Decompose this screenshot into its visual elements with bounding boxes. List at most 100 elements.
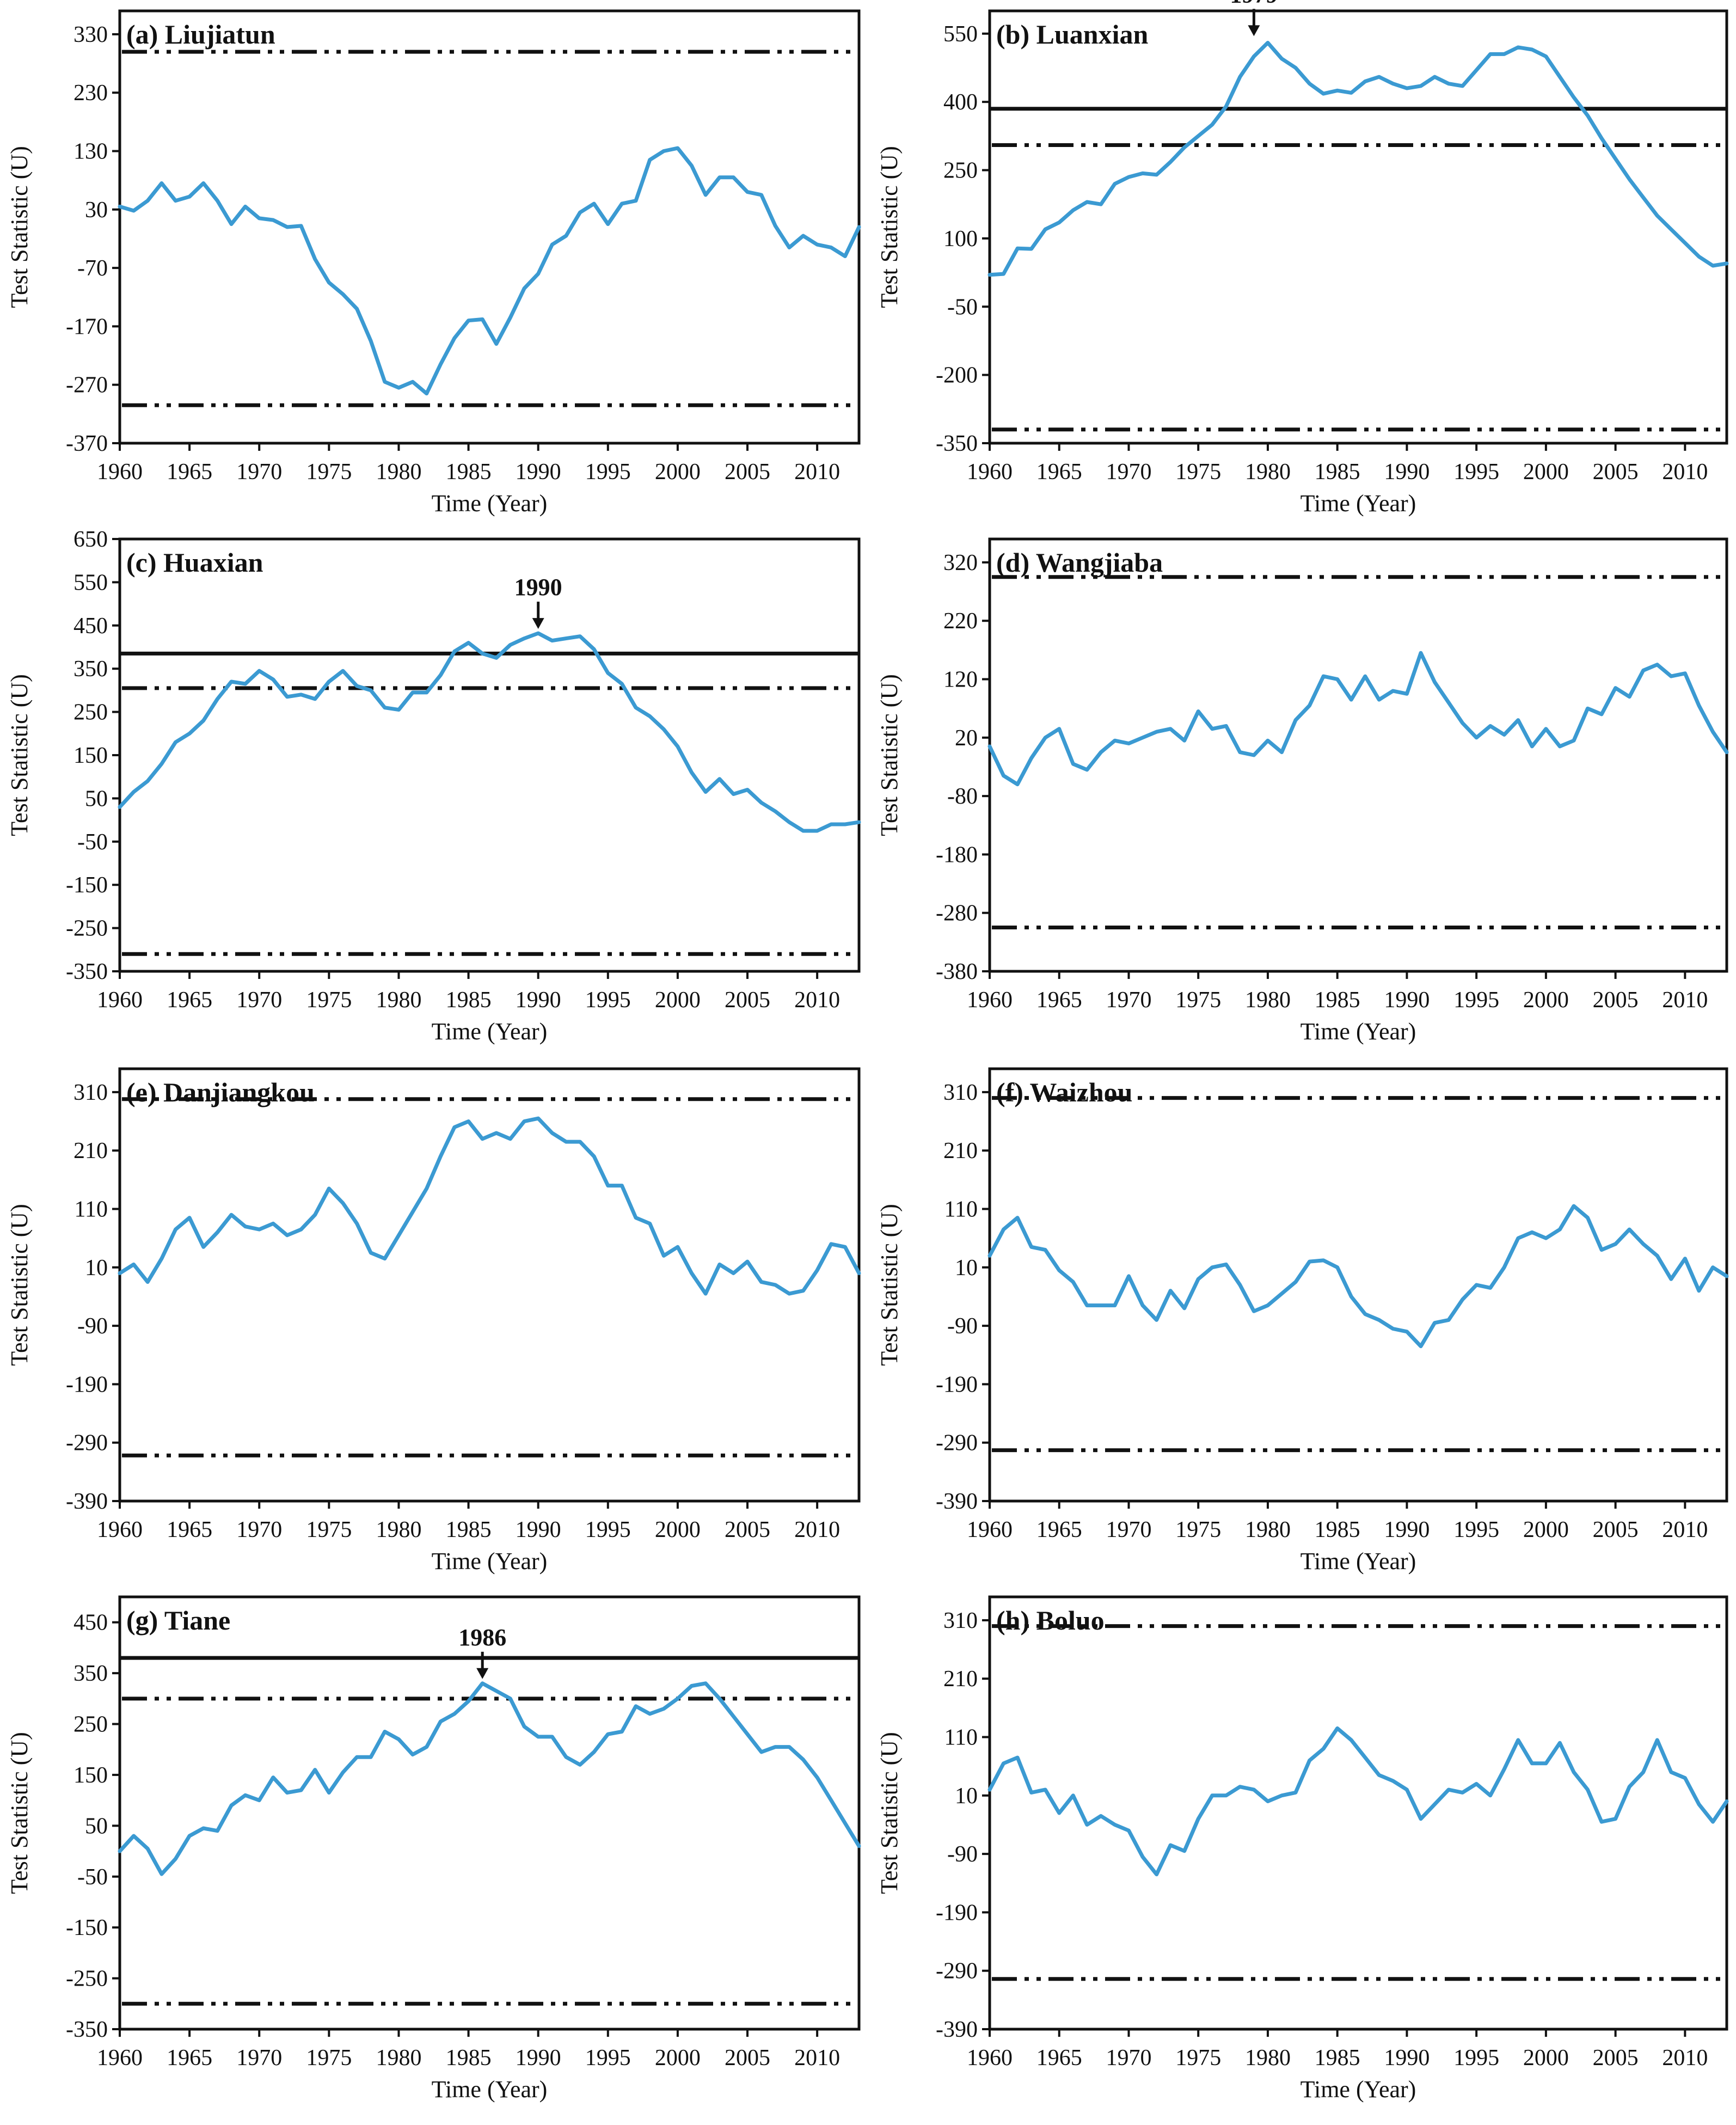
x-tick-label: 2000	[1523, 460, 1569, 485]
y-tick-label: -80	[947, 784, 978, 809]
x-tick-label: 1990	[516, 2046, 561, 2071]
x-tick-label: 2010	[1662, 460, 1708, 485]
x-tick-label: 1995	[1453, 460, 1499, 485]
y-tick-label: -350	[66, 959, 108, 984]
x-axis-label: Time (Year)	[1301, 1548, 1416, 1575]
x-tick-label: 1970	[1106, 2046, 1151, 2071]
y-tick-label: 10	[85, 1256, 108, 1281]
x-tick-label: 1975	[1175, 2046, 1221, 2071]
x-tick-label: 2010	[794, 2046, 840, 2071]
chart-panel-4: 320 220 120 20 -80 -180 -280 -380 1960 1965 1970 19…	[876, 537, 1729, 1045]
y-tick-label: -50	[947, 295, 978, 320]
y-tick-label: -290	[936, 1959, 978, 1984]
y-tick-label: 30	[85, 198, 108, 223]
y-tick-label: -90	[947, 1314, 978, 1339]
y-tick-label: 350	[73, 657, 108, 682]
x-tick-label: 2005	[1593, 988, 1639, 1013]
x-tick-label: 2010	[1662, 988, 1708, 1013]
y-tick-label: -150	[66, 1915, 108, 1940]
y-tick-label: 110	[944, 1725, 978, 1750]
y-tick-label: 230	[73, 81, 108, 106]
x-axis-label: Time (Year)	[1301, 1018, 1416, 1045]
x-tick-label: 1965	[1036, 1517, 1082, 1542]
y-tick-label: -180	[936, 842, 978, 867]
plot-frame	[988, 537, 1728, 973]
x-tick-label: 2010	[794, 460, 840, 485]
x-tick-label: 1980	[376, 1517, 421, 1542]
chart-panel-8: 310 210 110 10 -90 -190 -290 -390 1960 1965 1970 19…	[876, 1595, 1729, 2103]
y-axis-label: Test Statistic (U)	[6, 146, 33, 308]
y-axis-label: Test Statistic (U)	[876, 674, 903, 836]
x-tick-label: 1965	[167, 1517, 212, 1542]
x-tick-label: 1995	[585, 2046, 631, 2071]
y-tick-label: -390	[66, 1489, 108, 1514]
x-axis-label: Time (Year)	[1301, 490, 1416, 517]
y-tick-label: -200	[936, 363, 978, 388]
x-tick-label: 1985	[1315, 988, 1360, 1013]
plot-frame	[988, 9, 1728, 445]
y-axis-label: Test Statistic (U)	[876, 1732, 903, 1894]
x-tick-label: 2010	[1662, 1517, 1708, 1542]
y-tick-label: 550	[943, 22, 978, 47]
x-tick-label: 1960	[97, 460, 143, 485]
panel-title: (f) Waizhou	[996, 1077, 1133, 1107]
series-line	[987, 41, 1729, 277]
plot-frame	[118, 1595, 861, 2031]
y-tick-label: 330	[73, 22, 108, 47]
x-tick-label: 1960	[967, 988, 1013, 1013]
series-line	[987, 1726, 1729, 1877]
y-tick-label: 100	[943, 226, 978, 252]
y-tick-label: -270	[66, 373, 108, 398]
x-tick-label: 2005	[1593, 460, 1639, 485]
x-tick-label: 2005	[725, 1517, 770, 1542]
y-axis-label: Test Statistic (U)	[6, 674, 33, 836]
chart-panel-7: 450 350 250 150 50 -50 -150 -250 -350 1960 1965 197…	[6, 1595, 861, 2103]
x-tick-label: 1970	[236, 1517, 282, 1542]
y-tick-label: 120	[943, 667, 978, 693]
y-tick-label: 450	[73, 614, 108, 639]
x-tick-label: 1965	[1036, 460, 1082, 485]
x-tick-label: 1960	[97, 1517, 143, 1542]
y-tick-label: 50	[85, 1814, 108, 1839]
x-tick-label: 1995	[585, 988, 631, 1013]
chart-panel-2: 550 400 250 100 -50 -200 -350 1960 1965 1970 1975 1…	[876, 0, 1729, 517]
x-tick-label: 1990	[516, 988, 561, 1013]
x-tick-label: 2005	[725, 988, 770, 1013]
y-tick-label: 110	[944, 1197, 978, 1222]
x-tick-label: 1985	[1315, 2046, 1360, 2071]
y-tick-label: 210	[943, 1138, 978, 1163]
plot-frame	[118, 9, 861, 445]
x-tick-label: 1965	[1036, 988, 1082, 1013]
x-tick-label: 1975	[1175, 988, 1221, 1013]
x-axis-label: Time (Year)	[432, 1018, 548, 1045]
x-tick-label: 1990	[516, 460, 561, 485]
y-tick-label: 550	[73, 570, 108, 595]
x-tick-label: 2005	[725, 2046, 770, 2071]
y-tick-label: 130	[73, 139, 108, 164]
y-tick-label: 250	[943, 158, 978, 183]
x-tick-label: 1970	[1106, 1517, 1151, 1542]
x-tick-label: 1985	[1315, 1517, 1360, 1542]
y-tick-label: 210	[73, 1138, 108, 1163]
x-tick-label: 1995	[1453, 1517, 1499, 1542]
annotation-label: 1990	[514, 574, 562, 601]
y-tick-label: -190	[936, 1372, 978, 1397]
y-axis-label: Test Statistic (U)	[6, 1204, 33, 1366]
x-tick-label: 1960	[97, 988, 143, 1013]
annotation-arrow-head	[532, 618, 544, 629]
panel-title: (b) Luanxian	[996, 19, 1148, 50]
y-tick-label: 310	[73, 1080, 108, 1105]
series-line	[118, 1116, 861, 1296]
y-tick-label: 650	[73, 527, 108, 552]
y-tick-label: -90	[947, 1842, 978, 1867]
x-tick-label: 1970	[1106, 460, 1151, 485]
x-axis-label: Time (Year)	[1301, 2076, 1416, 2103]
x-tick-label: 1970	[236, 2046, 282, 2071]
plot-frame	[118, 1067, 861, 1503]
y-tick-label: 320	[943, 550, 978, 575]
x-tick-label: 2005	[725, 460, 770, 485]
y-tick-label: 50	[85, 786, 108, 811]
x-tick-label: 1985	[446, 1517, 492, 1542]
x-tick-label: 1975	[306, 1517, 352, 1542]
y-tick-label: -380	[936, 959, 978, 984]
